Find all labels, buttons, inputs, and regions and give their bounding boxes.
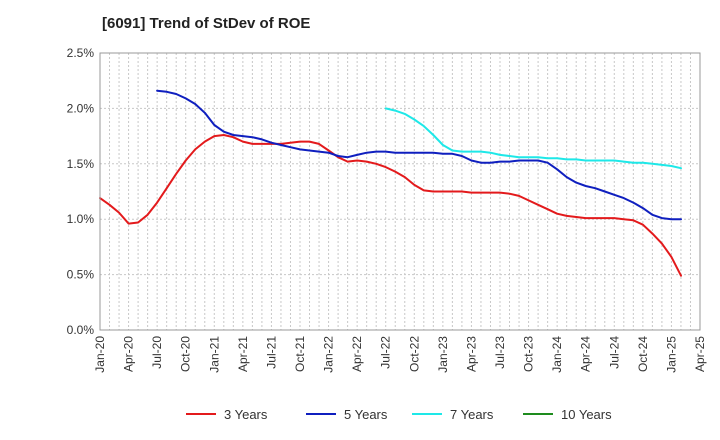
y-tick-label: 2.5% <box>67 46 95 60</box>
x-tick-label: Apr-23 <box>464 336 478 372</box>
x-tick-label: Apr-22 <box>350 336 364 372</box>
x-tick-label: Jan-25 <box>664 336 678 373</box>
legend: 3 Years 5 Years 7 Years 10 Years <box>186 407 612 422</box>
x-tick-label: Jul-24 <box>607 336 621 369</box>
x-tick-label: Jan-24 <box>550 336 564 373</box>
series-line-3-years <box>99 134 682 277</box>
x-tick-label: Jan-20 <box>93 336 107 373</box>
x-tick-label: Jan-21 <box>207 336 221 373</box>
y-tick-label: 0.0% <box>67 323 95 337</box>
legend-label-5-years: 5 Years <box>344 407 388 422</box>
y-tick-label: 1.0% <box>67 212 95 226</box>
x-tick-label: Apr-20 <box>122 336 136 372</box>
x-axis-ticks: Jan-20 Apr-20 Jul-20 Oct-20 Jan-21 Apr-21 Jul-… <box>93 336 707 373</box>
legend-label-10-years: 10 Years <box>561 407 612 422</box>
legend-label-7-years: 7 Years <box>450 407 494 422</box>
x-tick-label: Oct-20 <box>179 336 193 372</box>
chart-title: [6091] Trend of StDev of ROE <box>102 15 310 32</box>
x-tick-label: Apr-25 <box>693 336 707 372</box>
y-axis-ticks: 0.0% 0.5% 1.0% 1.5% 2.0% 2.5% <box>67 46 95 337</box>
x-tick-label: Jan-22 <box>322 336 336 373</box>
x-tick-label: Apr-21 <box>236 336 250 372</box>
y-tick-label: 2.0% <box>67 101 95 115</box>
x-tick-label: Apr-24 <box>579 336 593 372</box>
x-tick-label: Jul-20 <box>150 336 164 369</box>
y-tick-label: 1.5% <box>67 157 95 171</box>
x-tick-label: Jan-23 <box>436 336 450 373</box>
series-line-7-years <box>384 107 682 170</box>
x-tick-label: Jul-21 <box>264 336 278 369</box>
plot-frame <box>99 52 701 331</box>
series-lines <box>99 89 682 277</box>
legend-label-3-years: 3 Years <box>224 407 268 422</box>
x-tick-label: Oct-24 <box>636 336 650 372</box>
x-tick-label: Jul-22 <box>379 336 393 369</box>
x-tick-label: Oct-23 <box>522 336 536 372</box>
x-tick-label: Jul-23 <box>493 336 507 369</box>
series-line-5-years <box>156 89 682 221</box>
x-tick-label: Oct-22 <box>407 336 421 372</box>
grid <box>99 52 701 331</box>
y-tick-label: 0.5% <box>67 268 95 282</box>
x-tick-label: Oct-21 <box>293 336 307 372</box>
